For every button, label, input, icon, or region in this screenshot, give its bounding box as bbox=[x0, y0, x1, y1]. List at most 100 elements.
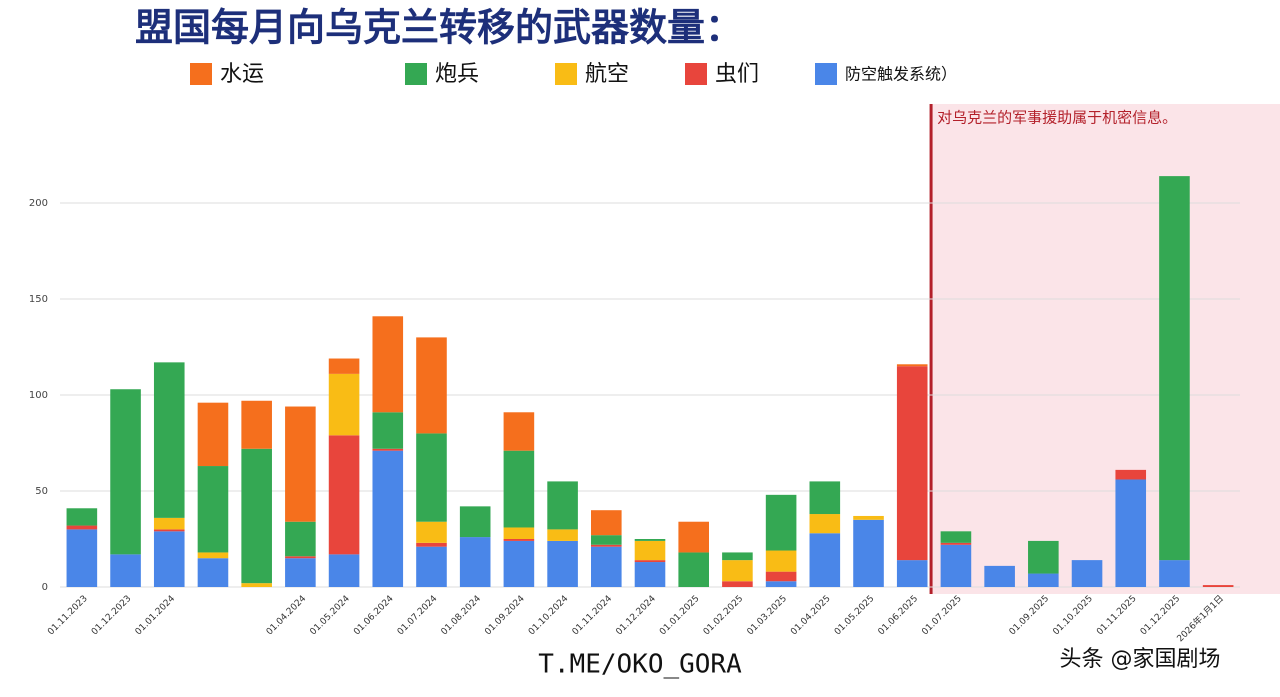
bar-segment bbox=[678, 552, 709, 587]
bar-segment bbox=[503, 450, 535, 528]
legend-swatch bbox=[405, 63, 427, 85]
bar-segment bbox=[1071, 560, 1103, 587]
bar-segment bbox=[241, 448, 272, 584]
x-tick-label: 2026年1月1日 bbox=[1174, 592, 1226, 644]
y-tick-label: 200 bbox=[29, 198, 48, 209]
bar-segment bbox=[416, 546, 447, 587]
bar-segment bbox=[372, 448, 404, 451]
x-tick-label: 01.02.2025 bbox=[702, 594, 746, 638]
bar-segment bbox=[591, 546, 622, 587]
x-tick-label: 01.09.2025 bbox=[1008, 594, 1052, 638]
bar-segment bbox=[634, 540, 666, 561]
x-tick-label: 01.01.2024 bbox=[134, 594, 178, 638]
y-tick-label: 0 bbox=[42, 582, 48, 593]
bar-segment bbox=[459, 537, 491, 587]
bar-segment bbox=[1115, 469, 1147, 480]
bar-segment bbox=[896, 364, 928, 367]
y-tick-label: 100 bbox=[29, 390, 48, 401]
bar-segment bbox=[634, 562, 666, 587]
bar-segment bbox=[372, 450, 404, 587]
bar-segment bbox=[896, 366, 928, 561]
bar-segment bbox=[984, 565, 1015, 587]
x-tick-label: 01.11.2023 bbox=[46, 594, 90, 638]
y-tick-label: 50 bbox=[35, 486, 48, 497]
bar-segment bbox=[372, 412, 404, 449]
bar-segment bbox=[153, 362, 185, 518]
bar-segment bbox=[153, 517, 185, 530]
bar-segment bbox=[372, 316, 404, 413]
bar-segment bbox=[66, 508, 98, 526]
bar-segment bbox=[853, 515, 884, 520]
bar-segment bbox=[547, 481, 578, 530]
x-tick-label: 01.10.2025 bbox=[1051, 594, 1095, 638]
x-tick-label: 01.12.2023 bbox=[90, 594, 134, 638]
bar-segment bbox=[1202, 585, 1234, 587]
bar-segment bbox=[503, 540, 535, 587]
bar-segment bbox=[328, 435, 360, 555]
bar-segment bbox=[765, 571, 797, 582]
legend-label: 炮兵 bbox=[435, 62, 479, 87]
bar-segment bbox=[328, 554, 360, 587]
bar-segment bbox=[722, 552, 753, 561]
bar-segment bbox=[1028, 573, 1059, 587]
bar-segment bbox=[459, 506, 491, 538]
bar-segment bbox=[547, 540, 578, 587]
bar-segment bbox=[503, 527, 535, 539]
bar-segment bbox=[765, 494, 797, 551]
bar-segment bbox=[503, 539, 535, 541]
bar-segment bbox=[110, 389, 141, 555]
bar-segment bbox=[547, 529, 578, 541]
bar-segment bbox=[809, 533, 841, 587]
legend-swatch bbox=[815, 63, 837, 85]
annotation: 对乌克兰的军事援助属于机密信息。 bbox=[937, 109, 1177, 127]
bar-segment bbox=[285, 558, 316, 587]
y-tick-label: 150 bbox=[29, 294, 48, 305]
x-tick-label: 01.11.2024 bbox=[571, 594, 615, 638]
x-tick-label: 01.09.2024 bbox=[483, 594, 527, 638]
footer: T.ME/OKO_GORA bbox=[538, 650, 742, 680]
chart-title: 盟国每月向乌克兰转移的武器数量： bbox=[135, 6, 743, 50]
bar-segment bbox=[634, 539, 666, 541]
bar-segment bbox=[285, 521, 316, 557]
x-tick-label: 01.07.2024 bbox=[396, 594, 440, 638]
bar-segment bbox=[328, 358, 360, 374]
bar-segment bbox=[241, 400, 272, 449]
x-tick-label: 01.11.2025 bbox=[1095, 594, 1139, 638]
credit: 头条 @家国剧场 bbox=[1060, 647, 1221, 672]
bar-segment bbox=[896, 560, 928, 587]
bar-segment bbox=[197, 558, 229, 587]
x-tick-label: 01.01.2025 bbox=[658, 594, 702, 638]
bar-segment bbox=[591, 535, 622, 545]
x-tick-label: 01.06.2024 bbox=[352, 594, 396, 638]
bar-segment bbox=[940, 542, 972, 545]
bar-segment bbox=[66, 525, 98, 530]
x-tick-label: 01.04.2024 bbox=[265, 594, 309, 638]
bar-segment bbox=[722, 560, 753, 582]
x-tick-label: 01.05.2025 bbox=[833, 594, 877, 638]
bar-segment bbox=[765, 550, 797, 572]
bar-segment bbox=[153, 531, 185, 587]
bar-segment bbox=[197, 402, 229, 467]
legend-label: 航空 bbox=[585, 62, 629, 87]
legend-swatch bbox=[685, 63, 707, 85]
legend-label: 水运 bbox=[220, 62, 264, 87]
bar-segment bbox=[591, 510, 622, 536]
bar-segment bbox=[328, 373, 360, 436]
legend-label: 虫们 bbox=[715, 62, 759, 87]
bar-segment bbox=[153, 529, 185, 532]
bar-segment bbox=[110, 554, 141, 587]
x-tick-label: 01.05.2024 bbox=[308, 594, 352, 638]
bar-segment bbox=[1028, 540, 1059, 574]
bar-segment bbox=[809, 514, 841, 534]
x-tick-label: 01.12.2024 bbox=[614, 594, 658, 638]
bar-segment bbox=[66, 529, 98, 587]
bar-segment bbox=[503, 412, 535, 451]
bar-segment bbox=[416, 433, 447, 522]
bar-segment bbox=[241, 583, 272, 587]
bar-segment bbox=[940, 544, 972, 587]
x-tick-label: 01.12.2025 bbox=[1139, 594, 1183, 638]
bar-segment bbox=[809, 481, 841, 515]
bar-segment bbox=[416, 337, 447, 434]
bar-segment bbox=[678, 521, 709, 553]
